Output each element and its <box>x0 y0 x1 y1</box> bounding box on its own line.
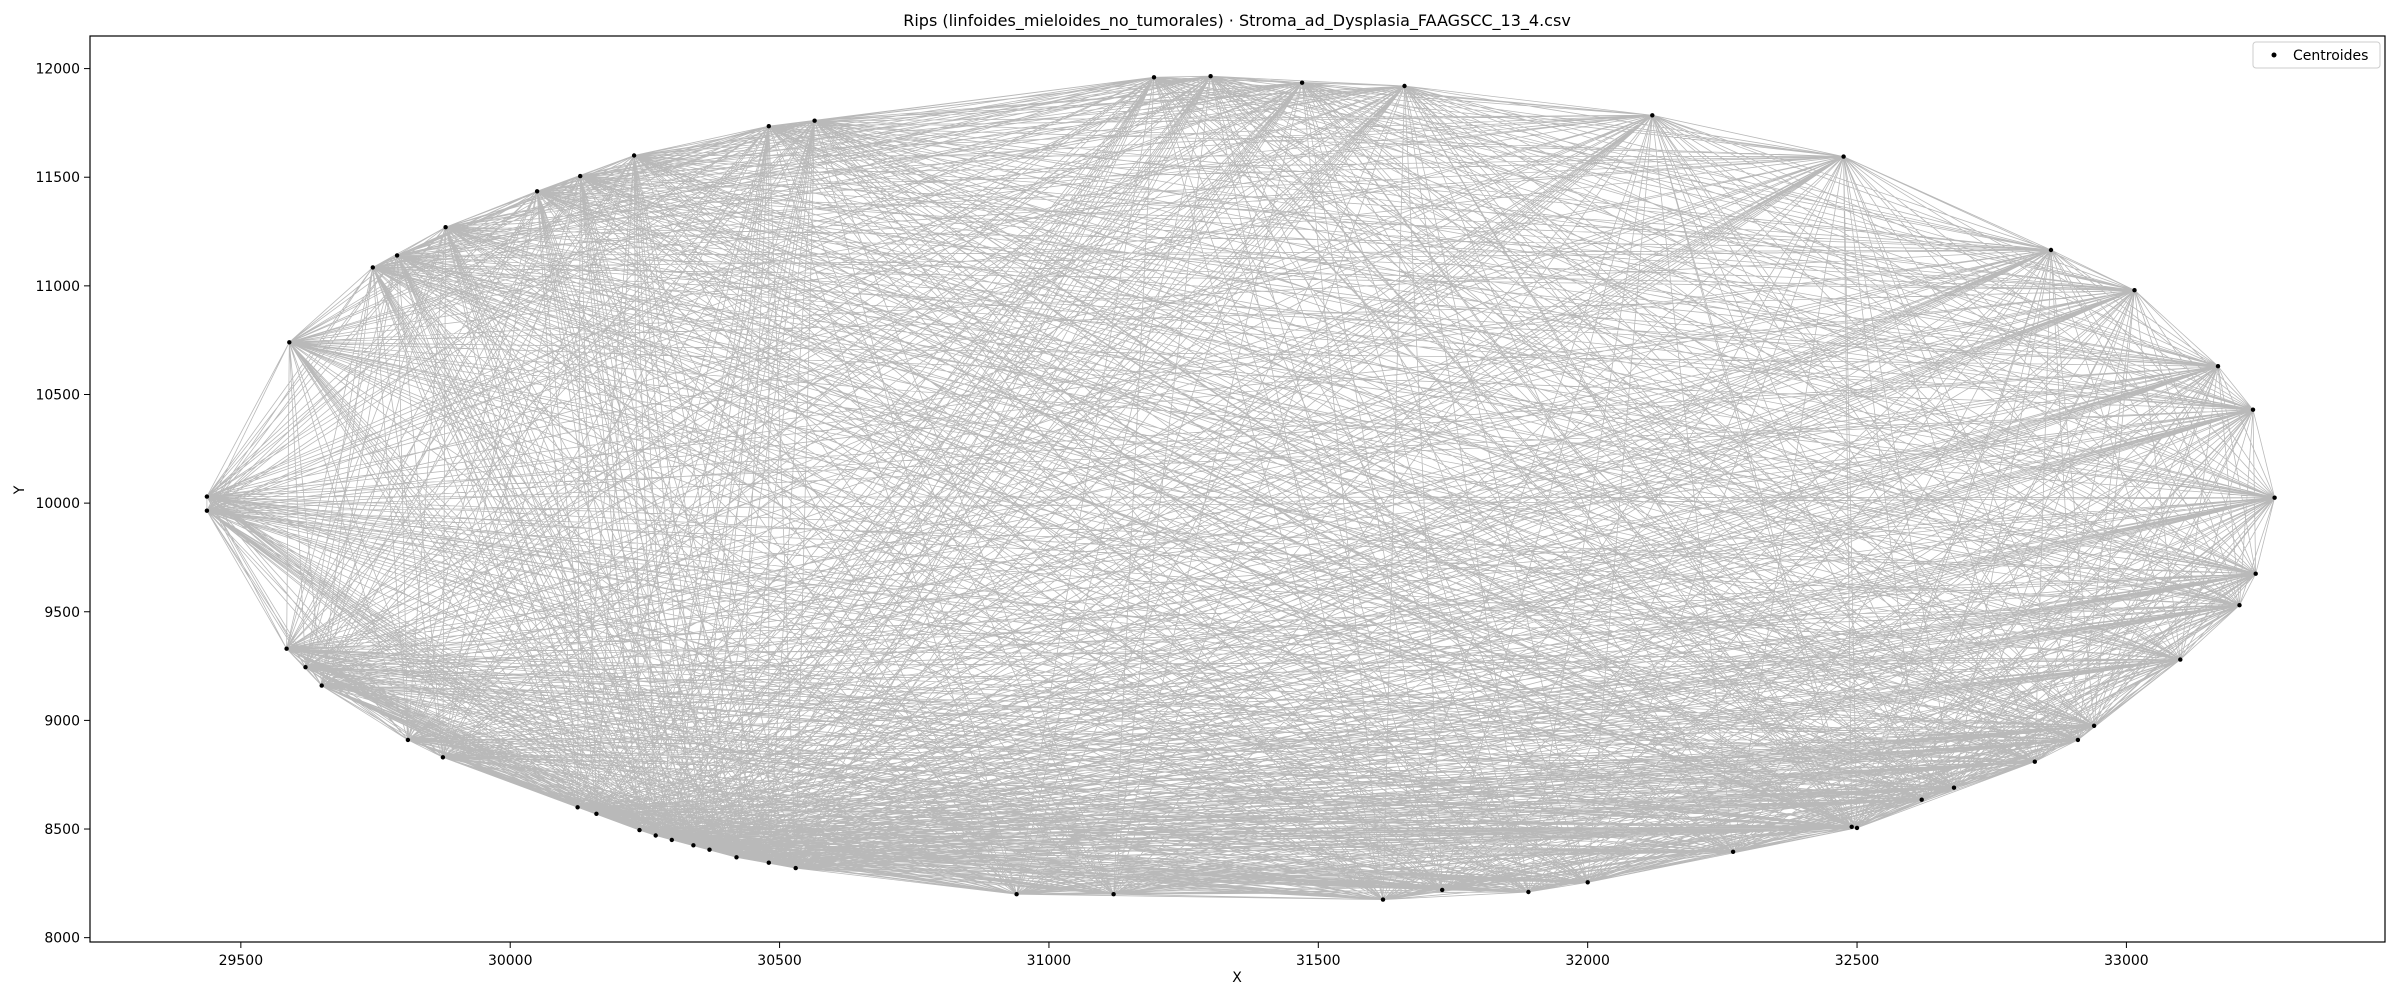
centroid-point <box>1380 897 1386 902</box>
centroid-point <box>2075 737 2081 743</box>
centroid-point <box>707 847 712 852</box>
x-tick-label: 33000 <box>2104 953 2149 969</box>
centroid-point <box>440 755 446 760</box>
centroid-point <box>575 805 580 810</box>
centroid-point <box>303 665 308 670</box>
centroid-point <box>1841 154 1846 159</box>
centroid-point <box>204 494 210 499</box>
centroid-point <box>793 865 798 871</box>
centroid-point <box>2237 603 2242 608</box>
centroid-point <box>734 855 739 860</box>
centroid-point <box>1299 80 1305 85</box>
x-tick-label: 32500 <box>1835 953 1880 969</box>
x-axis: 29500 30000 30500 31000 31500 32000 32500 33000 <box>219 942 2149 969</box>
centroid-point <box>637 827 642 833</box>
centroid-point <box>2091 723 2097 728</box>
centroid-point <box>631 153 637 158</box>
centroid-point <box>691 843 696 848</box>
x-tick-label: 31500 <box>1296 953 1341 969</box>
centroid-point <box>287 340 292 345</box>
centroid-point <box>578 173 583 179</box>
legend-marker <box>2271 52 2277 58</box>
centroid-point <box>405 737 411 743</box>
centroid-point <box>1440 887 1445 893</box>
legend-label-centroides: Centroides <box>2293 48 2368 64</box>
centroid-point <box>2253 571 2258 576</box>
centroid-point <box>1402 83 1407 89</box>
centroid-point <box>2178 657 2183 662</box>
centroid-point <box>1650 113 1655 118</box>
centroid-point <box>284 646 289 651</box>
chart-title: Rips (linfoides_mieloides_no_tumorales) … <box>903 11 1571 31</box>
centroid-point <box>1014 892 1019 897</box>
y-tick-label: 8500 <box>44 822 80 838</box>
centroid-points <box>204 74 2277 902</box>
y-tick-label: 11000 <box>35 279 80 295</box>
centroid-point <box>2250 407 2256 412</box>
y-tick-label: 10500 <box>35 387 80 403</box>
x-tick-label: 30000 <box>488 953 533 969</box>
legend: Centroides <box>2252 41 2381 69</box>
centroid-point <box>594 811 599 816</box>
x-tick-label: 31000 <box>1027 953 1072 969</box>
x-tick-label: 29500 <box>219 953 264 969</box>
plot-frame <box>89 35 2386 943</box>
y-tick-label: 10000 <box>35 496 80 512</box>
y-tick-label: 9000 <box>44 713 80 729</box>
centroid-point <box>394 253 400 258</box>
centroid-point <box>1951 785 1957 790</box>
centroid-point <box>766 860 771 865</box>
centroid-point <box>1919 797 1924 802</box>
x-tick-label: 30500 <box>757 953 802 969</box>
rips-edge-set <box>206 75 2275 900</box>
rips-edges <box>206 75 2275 900</box>
y-tick-label: 9500 <box>44 605 80 621</box>
centroid-point <box>2132 288 2137 293</box>
centroid-point <box>443 225 448 230</box>
centroid-point <box>653 833 658 838</box>
centroid-point <box>669 837 674 843</box>
centroid-point <box>534 189 540 194</box>
centroid-point <box>812 118 817 123</box>
centroid-point <box>204 508 210 513</box>
centroid-point <box>1208 74 1213 79</box>
y-axis: 8000 8500 9000 9500 10000 10500 11000 11500 1200… <box>35 62 90 947</box>
centroid-point <box>1585 880 1590 885</box>
centroid-point <box>1854 825 1860 831</box>
centroid-point <box>319 683 324 688</box>
centroid-point <box>2048 247 2054 253</box>
x-axis-label: X <box>1232 970 1242 986</box>
centroid-point <box>1730 849 1736 854</box>
centroid-point <box>2215 364 2221 369</box>
y-tick-label: 11500 <box>35 170 80 186</box>
legend-box <box>2252 41 2381 69</box>
centroid-point <box>2032 759 2038 764</box>
centroid-point <box>1849 824 1854 829</box>
centroid-point <box>1526 889 1531 895</box>
centroid-point <box>2272 495 2277 500</box>
centroid-point <box>370 265 375 270</box>
centroid-point <box>766 124 771 129</box>
y-tick-label: 8000 <box>44 931 80 947</box>
y-tick-label: 12000 <box>35 62 80 78</box>
centroid-point <box>1111 892 1116 897</box>
x-tick-label: 32000 <box>1565 953 1610 969</box>
centroid-point <box>1151 75 1157 80</box>
y-axis-label: Y <box>12 485 28 495</box>
